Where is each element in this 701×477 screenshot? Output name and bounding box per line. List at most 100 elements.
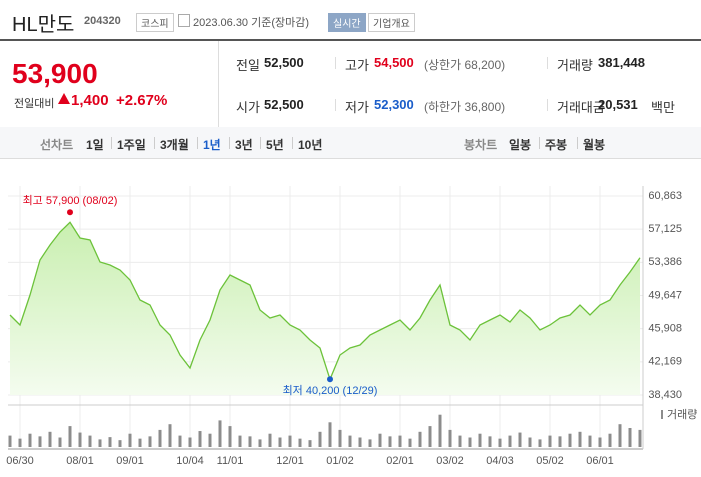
divider — [335, 99, 336, 111]
stat-label: 고가 — [345, 58, 369, 73]
x-tick-label: 11/01 — [217, 455, 244, 467]
volume-bar — [378, 433, 382, 447]
volume-bar — [588, 435, 592, 447]
tab[interactable]: 주봉 — [545, 138, 568, 152]
low-label: 최저 40,200 (12/29) — [283, 384, 378, 397]
volume-bar — [508, 435, 512, 447]
volume-bar — [158, 429, 162, 447]
volume-bar — [478, 433, 482, 447]
tab[interactable]: 1주일 — [117, 138, 146, 152]
volume-bar — [388, 436, 392, 447]
volume-bar — [298, 438, 302, 447]
divider — [547, 99, 548, 111]
change-rate: +2.67% — [116, 92, 168, 109]
volume-bar — [278, 437, 282, 447]
x-tick-label: 03/02 — [436, 455, 464, 467]
stat-label: 거래대금 — [557, 100, 605, 115]
divider — [577, 137, 578, 149]
volume-bar — [498, 438, 502, 447]
volume-bar — [318, 431, 322, 447]
volume-bar — [618, 424, 622, 447]
stat-value: 52,500 — [264, 97, 304, 112]
divider — [260, 137, 261, 149]
stock-code: 204320 — [84, 15, 121, 27]
volume-bar — [258, 439, 262, 447]
volume-bar — [248, 436, 252, 447]
tab[interactable]: 5년 — [266, 138, 284, 152]
volume-bar — [188, 437, 192, 447]
y-tick-label: 60,863 — [648, 190, 682, 202]
volume-bar — [518, 432, 522, 447]
volume-bar — [578, 431, 582, 447]
high-label: 최고 57,900 (08/02) — [23, 194, 118, 207]
divider — [229, 137, 230, 149]
volume-bar — [88, 435, 92, 447]
y-tick-label: 42,169 — [648, 356, 682, 368]
stat-value: 381,448 — [598, 55, 645, 70]
volume-bar — [198, 431, 202, 447]
volume-bar — [268, 433, 272, 447]
y-tick-label: 57,125 — [648, 223, 682, 235]
stat-value: 52,300 — [374, 97, 414, 112]
volume-bar — [238, 435, 242, 447]
stat-label: 시가 — [236, 100, 260, 115]
legend-swatch — [661, 410, 663, 419]
volume-bar — [218, 420, 222, 447]
volume-bar — [458, 435, 462, 447]
volume-bar — [548, 435, 552, 447]
tab-label: 봉차트 — [464, 138, 498, 152]
volume-bar — [288, 435, 292, 447]
divider — [539, 137, 540, 149]
x-tick-label: 10/04 — [176, 455, 204, 467]
volume-bar — [308, 440, 312, 447]
tab[interactable]: 3개월 — [160, 138, 189, 152]
volume-bar — [58, 437, 62, 447]
volume-bar — [558, 436, 562, 447]
stat-unit: 백만 — [651, 100, 675, 115]
high-marker — [67, 209, 73, 216]
volume-bar — [428, 426, 432, 447]
x-tick-label: 02/01 — [386, 455, 414, 467]
volume-bar — [48, 431, 52, 447]
y-tick-label: 53,386 — [648, 256, 682, 268]
volume-bar — [358, 437, 362, 447]
stat-value: 52,500 — [264, 55, 304, 70]
stat-note: (상한가 68,200) — [424, 58, 506, 72]
stat-note: (하한가 36,800) — [424, 100, 506, 114]
tab-bar — [0, 127, 701, 159]
x-tick-label: 08/01 — [66, 455, 94, 467]
realtime-button[interactable]: 실시간 — [328, 13, 366, 32]
volume-bar — [568, 433, 572, 447]
company-button[interactable]: 기업개요 — [368, 13, 415, 32]
stock-title: HL만도 — [12, 14, 75, 36]
tab[interactable]: 일봉 — [509, 138, 532, 152]
tab[interactable]: 1년 — [203, 138, 221, 152]
divider — [547, 57, 548, 69]
volume-bar — [108, 437, 112, 447]
volume-bar — [488, 436, 492, 447]
tab[interactable]: 10년 — [298, 138, 323, 152]
low-marker — [327, 376, 333, 383]
volume-bar — [38, 436, 42, 447]
y-tick-label: 45,908 — [648, 323, 682, 335]
volume-bar — [368, 439, 372, 447]
date: 2023.06.30 기준(장마감) — [193, 17, 310, 29]
divider — [335, 57, 336, 69]
tab[interactable]: 월봉 — [583, 138, 606, 152]
volume-bar — [178, 435, 182, 447]
volume-bar — [118, 440, 122, 447]
tab[interactable]: 1일 — [86, 138, 104, 152]
volume-bar — [98, 439, 102, 447]
volume-bar — [348, 435, 352, 447]
volume-bar — [598, 437, 602, 447]
change: 1,400 — [71, 92, 109, 109]
stat-value: 20,531 — [598, 97, 638, 112]
tab-label: 선차트 — [40, 138, 74, 152]
tab[interactable]: 3년 — [235, 138, 253, 152]
y-tick-label: 49,647 — [648, 289, 682, 301]
volume-bar — [448, 429, 452, 447]
volume-bar — [78, 432, 82, 447]
y-tick-label: 38,430 — [648, 389, 682, 401]
volume-bar — [148, 436, 152, 447]
